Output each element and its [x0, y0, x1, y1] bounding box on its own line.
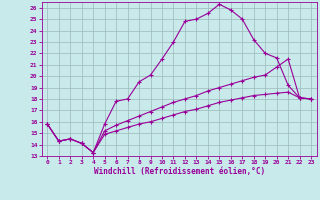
X-axis label: Windchill (Refroidissement éolien,°C): Windchill (Refroidissement éolien,°C) [94, 167, 265, 176]
